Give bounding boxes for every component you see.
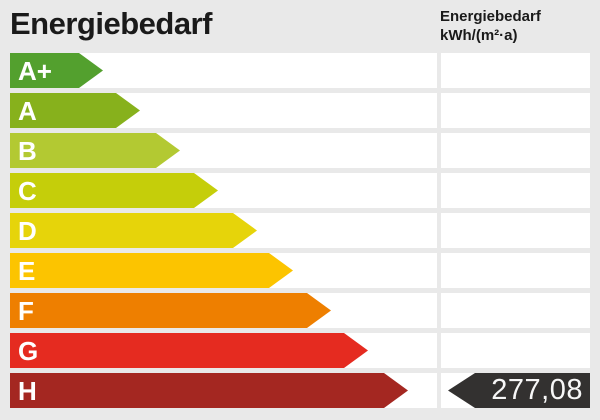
class-bar: A+ xyxy=(10,53,103,88)
value-cell xyxy=(441,53,590,88)
scale-row: F xyxy=(10,293,600,328)
class-label: C xyxy=(18,175,37,206)
scale-cell: H xyxy=(10,373,437,408)
scale-row: D xyxy=(10,213,600,248)
scale-cell: C xyxy=(10,173,437,208)
value-cell xyxy=(441,293,590,328)
scale-row: E xyxy=(10,253,600,288)
class-label: A xyxy=(18,95,37,126)
class-bar: G xyxy=(10,333,368,368)
scale-row: A xyxy=(10,93,600,128)
value-cell xyxy=(441,93,590,128)
class-label: B xyxy=(18,135,37,166)
unit-label: Energiebedarf kWh/(m²·a) xyxy=(440,7,541,45)
class-bar: D xyxy=(10,213,257,248)
value-cell xyxy=(441,133,590,168)
unit-label-line2: kWh/(m²·a) xyxy=(440,27,518,44)
class-label: H xyxy=(18,375,37,406)
value-cell xyxy=(441,333,590,368)
scale-cell: A+ xyxy=(10,53,437,88)
value-cell xyxy=(441,213,590,248)
class-bar: F xyxy=(10,293,331,328)
scale-row: B xyxy=(10,133,600,168)
class-bar: H xyxy=(10,373,408,408)
class-bar: C xyxy=(10,173,218,208)
scale-row: A+ xyxy=(10,53,600,88)
value-cell xyxy=(441,253,590,288)
scale-cell: G xyxy=(10,333,437,368)
class-label: E xyxy=(18,255,36,286)
class-bar: A xyxy=(10,93,140,128)
scale-row: H 277,08 xyxy=(10,373,600,408)
class-label: D xyxy=(18,215,37,246)
class-label: G xyxy=(18,335,39,366)
value-marker: 277,08 xyxy=(448,373,590,408)
class-bar: B xyxy=(10,133,180,168)
class-bar: E xyxy=(10,253,293,288)
header: Energiebedarf Energiebedarf kWh/(m²·a) xyxy=(0,0,600,53)
scale-cell: A xyxy=(10,93,437,128)
unit-label-line1: Energiebedarf xyxy=(440,8,541,25)
energy-scale: A+ A B C D xyxy=(10,53,600,408)
page-title: Energiebedarf xyxy=(10,6,212,41)
scale-cell: F xyxy=(10,293,437,328)
value-marker-label: 277,08 xyxy=(491,374,583,406)
scale-cell: E xyxy=(10,253,437,288)
scale-row: C xyxy=(10,173,600,208)
scale-row: G xyxy=(10,333,600,368)
scale-cell: B xyxy=(10,133,437,168)
value-cell: 277,08 xyxy=(441,373,590,408)
value-cell xyxy=(441,173,590,208)
class-label: A+ xyxy=(18,55,52,86)
scale-cell: D xyxy=(10,213,437,248)
class-label: F xyxy=(18,295,34,326)
